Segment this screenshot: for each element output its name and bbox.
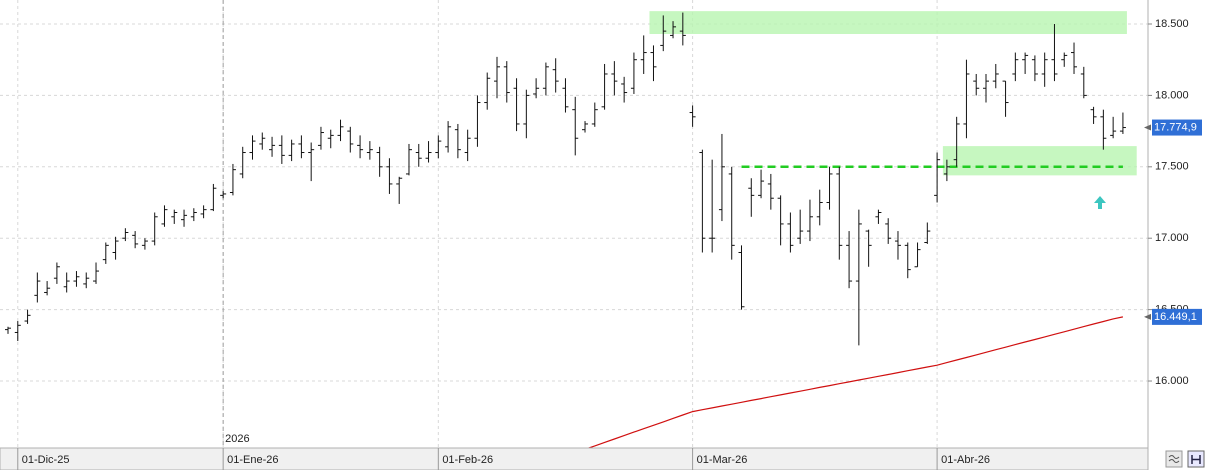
price-tag-label: 16.449,1 [1154, 311, 1197, 323]
arrow-marker [1094, 196, 1106, 209]
price-tag-pointer [1144, 124, 1151, 131]
price-tag [1152, 308, 1202, 325]
y-tick-label: 18.500 [1155, 18, 1189, 30]
x-tick-label: 01-Abr-26 [941, 454, 990, 466]
zone [942, 146, 1137, 176]
axes: 16.00016.50017.00017.50018.00018.50001-D… [17, 18, 1202, 470]
x-tick-label: 01-Ene-26 [227, 454, 278, 466]
plot-area [5, 11, 1137, 448]
y-tick-label: 17.000 [1155, 232, 1189, 244]
year-label: 2026 [225, 433, 249, 445]
price-tag-label: 17.774,9 [1154, 121, 1197, 133]
y-tick-label: 18.000 [1155, 89, 1189, 101]
price-tag [1152, 119, 1202, 136]
x-tick-label: 01-Dic-25 [22, 454, 70, 466]
h-icon [1191, 455, 1201, 464]
x-tick-label: 01-Mar-26 [697, 454, 748, 466]
y-tick-label: 16.000 [1155, 375, 1189, 387]
price-tag-pointer [1144, 313, 1151, 320]
zone [649, 11, 1127, 34]
moving-average-line [586, 316, 1124, 448]
zoom-icon [1168, 455, 1180, 463]
y-tick-label: 17.500 [1155, 161, 1189, 173]
zoom-button[interactable] [1165, 450, 1183, 468]
x-tick-label: 01-Feb-26 [442, 454, 493, 466]
